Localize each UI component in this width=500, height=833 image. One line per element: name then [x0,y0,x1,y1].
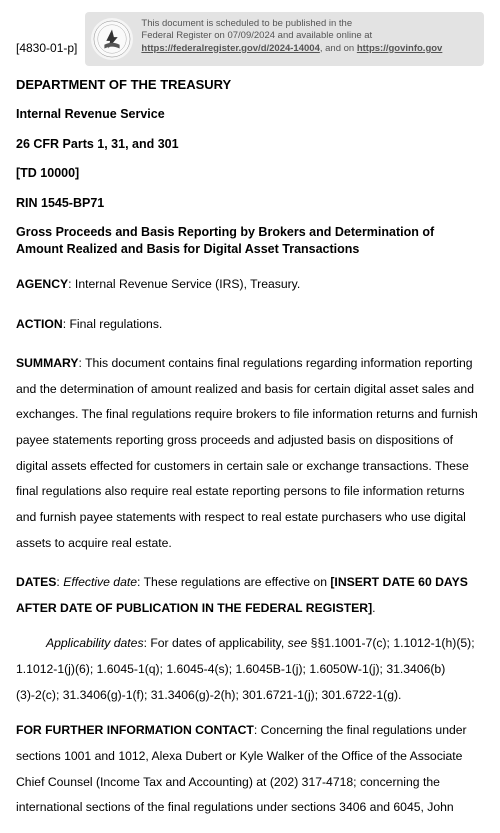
publication-notice: This document is scheduled to be publish… [85,12,484,66]
header-row: [4830-01-p] This document is scheduled t… [16,12,484,66]
dates-section: DATES: Effective date: These regulations… [16,570,484,621]
action-field: ACTION: Final regulations. [16,312,484,338]
cfr-parts: 26 CFR Parts 1, 31, and 301 [16,136,484,154]
agency-label: AGENCY [16,277,68,291]
notice-line2b: and available online at [275,30,372,41]
notice-date: 07/09/2024 [227,30,275,41]
rin-number: RIN 1545-BP71 [16,195,484,213]
contact-label: FOR FURTHER INFORMATION CONTACT [16,723,254,737]
applicability-text: : For dates of applicability, [144,636,288,650]
applicability-section: Applicability dates: For dates of applic… [16,631,484,708]
notice-text: This document is scheduled to be publish… [141,18,442,55]
agency-subheading: Internal Revenue Service [16,106,484,124]
govinfo-link[interactable]: https://govinfo.gov [357,43,443,54]
billing-code: [4830-01-p] [16,22,77,57]
summary-section: SUMMARY: This document contains final re… [16,351,484,556]
summary-text: : This document contains final regulatio… [16,356,478,549]
notice-line1: This document is scheduled to be publish… [141,18,352,29]
nara-seal-icon [91,18,133,60]
applicability-label: Applicability dates [46,636,144,650]
effective-date-label: Effective date [63,575,137,589]
contact-section: FOR FURTHER INFORMATION CONTACT: Concern… [16,718,484,821]
agency-field: AGENCY: Internal Revenue Service (IRS), … [16,272,484,298]
notice-mid: , and on [320,43,357,54]
document-title: Gross Proceeds and Basis Reporting by Br… [16,224,484,258]
notice-line2a: Federal Register on [141,30,227,41]
action-value: : Final regulations. [63,317,163,331]
dates-label: DATES [16,575,56,589]
agency-value: : Internal Revenue Service (IRS), Treasu… [68,277,300,291]
federal-register-link[interactable]: https://federalregister.gov/d/2024-14004 [141,43,319,54]
dates-period: . [372,601,375,615]
see-word: see [288,636,308,650]
summary-label: SUMMARY [16,356,79,370]
effective-date-text: : These regulations are effective on [137,575,330,589]
action-label: ACTION [16,317,63,331]
department-heading: DEPARTMENT OF THE TREASURY [16,76,484,94]
treasury-decision-number: [TD 10000] [16,165,484,183]
